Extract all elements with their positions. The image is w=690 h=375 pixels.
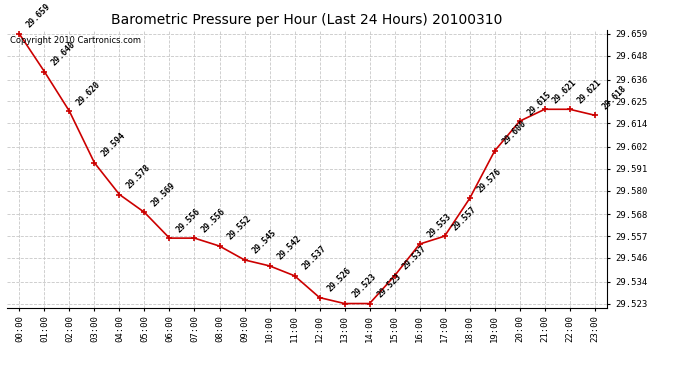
Text: 29.537: 29.537 xyxy=(300,244,328,272)
Text: 29.621: 29.621 xyxy=(550,78,578,105)
Text: 29.615: 29.615 xyxy=(525,89,553,117)
Text: 29.537: 29.537 xyxy=(400,244,428,272)
Text: 29.523: 29.523 xyxy=(375,272,403,299)
Text: 29.523: 29.523 xyxy=(350,272,377,299)
Text: 29.594: 29.594 xyxy=(100,131,128,159)
Text: 29.556: 29.556 xyxy=(175,206,203,234)
Text: 29.553: 29.553 xyxy=(425,212,453,240)
Text: 29.545: 29.545 xyxy=(250,228,277,256)
Text: 29.659: 29.659 xyxy=(25,2,52,30)
Text: 29.618: 29.618 xyxy=(600,84,628,111)
Text: 29.640: 29.640 xyxy=(50,40,77,68)
Text: 29.556: 29.556 xyxy=(200,206,228,234)
Text: 29.578: 29.578 xyxy=(125,163,152,190)
Text: 29.569: 29.569 xyxy=(150,181,177,208)
Text: 29.552: 29.552 xyxy=(225,214,253,242)
Text: 29.600: 29.600 xyxy=(500,119,528,147)
Text: Copyright 2010 Cartronics.com: Copyright 2010 Cartronics.com xyxy=(10,36,141,45)
Text: 29.621: 29.621 xyxy=(575,78,603,105)
Text: 29.620: 29.620 xyxy=(75,80,103,107)
Text: 29.542: 29.542 xyxy=(275,234,303,262)
Text: 29.557: 29.557 xyxy=(450,204,477,232)
Text: 29.526: 29.526 xyxy=(325,266,353,293)
Title: Barometric Pressure per Hour (Last 24 Hours) 20100310: Barometric Pressure per Hour (Last 24 Ho… xyxy=(111,13,503,27)
Text: 29.576: 29.576 xyxy=(475,167,503,194)
